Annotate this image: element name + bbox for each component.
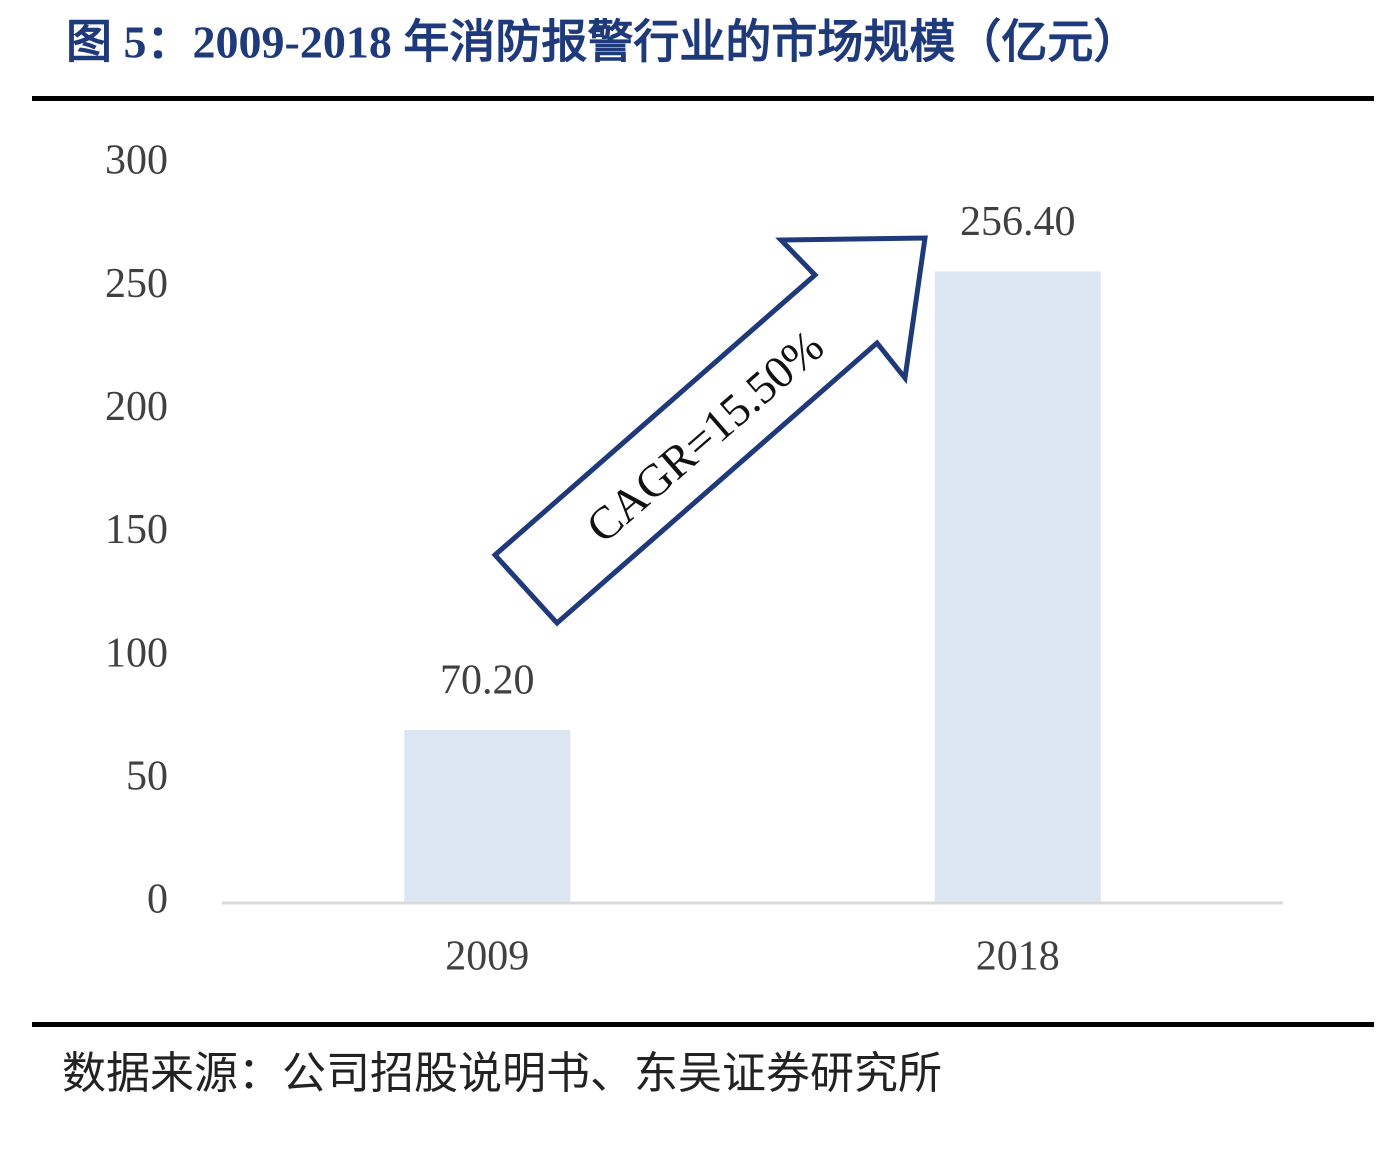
- y-tick-label: 150: [105, 507, 168, 553]
- y-tick-label: 200: [105, 384, 168, 430]
- top-rule: [32, 96, 1374, 101]
- source: 数据来源：公司招股说明书、东吴证券研究所: [62, 1049, 942, 1098]
- y-tick-label: 100: [105, 630, 168, 676]
- x-tick-label: 2018: [976, 934, 1060, 980]
- bar: [934, 271, 1101, 903]
- bottom-rule: [32, 1022, 1374, 1027]
- x-tick-label: 2009: [445, 934, 529, 980]
- bar: [404, 730, 571, 903]
- value-label: 256.40: [960, 199, 1076, 245]
- y-tick-label: 50: [126, 753, 168, 799]
- y-tick-label: 300: [105, 138, 168, 184]
- annotation: CAGR=15.50%: [576, 320, 833, 552]
- value-label: 70.20: [440, 658, 535, 704]
- y-tick-label: 0: [147, 877, 168, 923]
- cagr-arrow: [491, 235, 928, 627]
- y-tick-label: 250: [105, 261, 168, 307]
- chart-title: 图 5：2009-2018 年消防报警行业的市场规模（亿元）: [66, 17, 1139, 68]
